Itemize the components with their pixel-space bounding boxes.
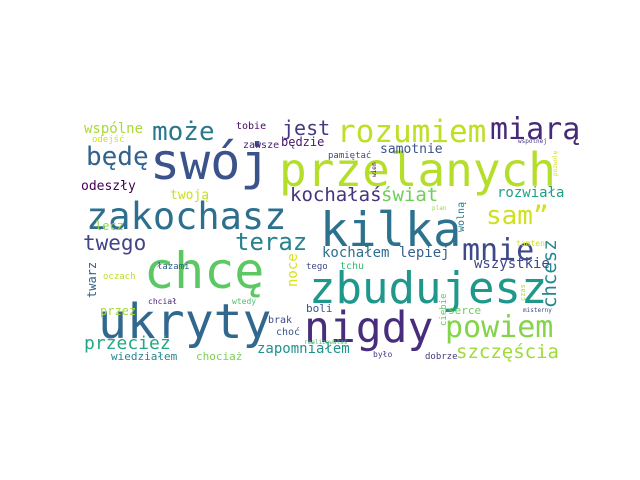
word-kochalem: kochałem — [322, 245, 390, 261]
word-pozwole: pozwolę — [552, 150, 559, 176]
word-przeciez: przecież — [84, 333, 171, 354]
word-zawsze: zawsze — [243, 140, 280, 151]
word-przez: przez — [100, 304, 137, 318]
word-kilka: kilka — [320, 203, 462, 258]
word-lazami: łazami — [157, 262, 190, 272]
word-brak: brak — [268, 315, 293, 326]
word-przelanych: przelanych — [279, 143, 556, 197]
word-tchu: tchu — [340, 261, 365, 272]
word-ukryty: ukryty — [98, 294, 272, 350]
word-zbudujesz: zbudujesz — [309, 263, 548, 314]
word-lecz: lecz — [95, 219, 124, 233]
word-lepiej: lepiej — [399, 245, 450, 261]
word-jest: jest — [282, 116, 331, 140]
word-odejsc: odejść — [92, 135, 125, 145]
word-chociaz: chociaż — [196, 350, 243, 363]
word-wspolne: wspólne — [84, 121, 144, 137]
word-pamietac: pamiętać — [328, 151, 372, 161]
word-twoja: twoją — [170, 188, 210, 203]
word-bedzie: będzie — [281, 135, 325, 149]
word-mnie: mnie — [462, 233, 535, 268]
word-boli: boli — [306, 302, 333, 315]
word-chce: chcę — [144, 242, 265, 300]
word-chcesz: chcesz — [539, 239, 561, 308]
word-moze: może — [152, 117, 215, 147]
word-swiat: świat — [381, 184, 439, 206]
word-twego: twego — [83, 231, 147, 255]
word-serce: serce — [448, 304, 482, 317]
word-wiem: wiem — [371, 162, 378, 177]
word-swoj: swój — [150, 133, 271, 191]
word-nigdy: nigdy — [304, 303, 434, 353]
word-miara: miarą — [490, 112, 581, 147]
word-wspolnej: wspólnej — [518, 138, 547, 145]
word-wszystkie: wszystkie — [474, 256, 550, 272]
word-wiedzialem: wiedziałem — [111, 350, 178, 363]
word-misterny: misterny — [523, 307, 552, 314]
word-teraz: teraz — [235, 228, 308, 256]
word-powiem: powiem — [445, 310, 554, 345]
word-twarz: twarz — [85, 261, 99, 298]
word-tobie: tobie — [236, 121, 267, 132]
word-szczescia: szczęścia — [456, 341, 559, 363]
word-choc: choć — [276, 327, 301, 338]
word-chcial: chciał — [148, 297, 177, 306]
word-plan: plan — [432, 205, 447, 212]
word-sam: sam” — [486, 201, 549, 231]
word-wolna: wolną — [456, 201, 467, 232]
word-samotnie: samotnie — [380, 142, 443, 157]
word-kochalas: kochałaś — [290, 184, 382, 206]
word-tamten: tamten — [516, 239, 545, 248]
word-zakochasz: zakochasz — [86, 195, 287, 238]
word-dobrze: dobrze — [425, 352, 458, 362]
word-tego: tego — [306, 262, 328, 272]
word-zapomnialem: zapomniałem — [257, 341, 350, 357]
word-bede: będę — [86, 142, 149, 172]
word-bylo: było — [373, 350, 393, 359]
word-czas: czas — [519, 284, 527, 301]
word-wtedy: wtedy — [232, 297, 257, 306]
word-ciebie: ciebie — [439, 293, 449, 326]
word-rozumiem: rozumiem — [337, 114, 487, 150]
word-oczach: oczach — [103, 272, 136, 282]
word-rozwiala: rozwiała — [497, 185, 565, 201]
word-realizowalas: realizowałaś — [304, 339, 348, 346]
word-noce: noce — [285, 253, 301, 287]
word-odeszly: odeszły — [81, 179, 136, 194]
